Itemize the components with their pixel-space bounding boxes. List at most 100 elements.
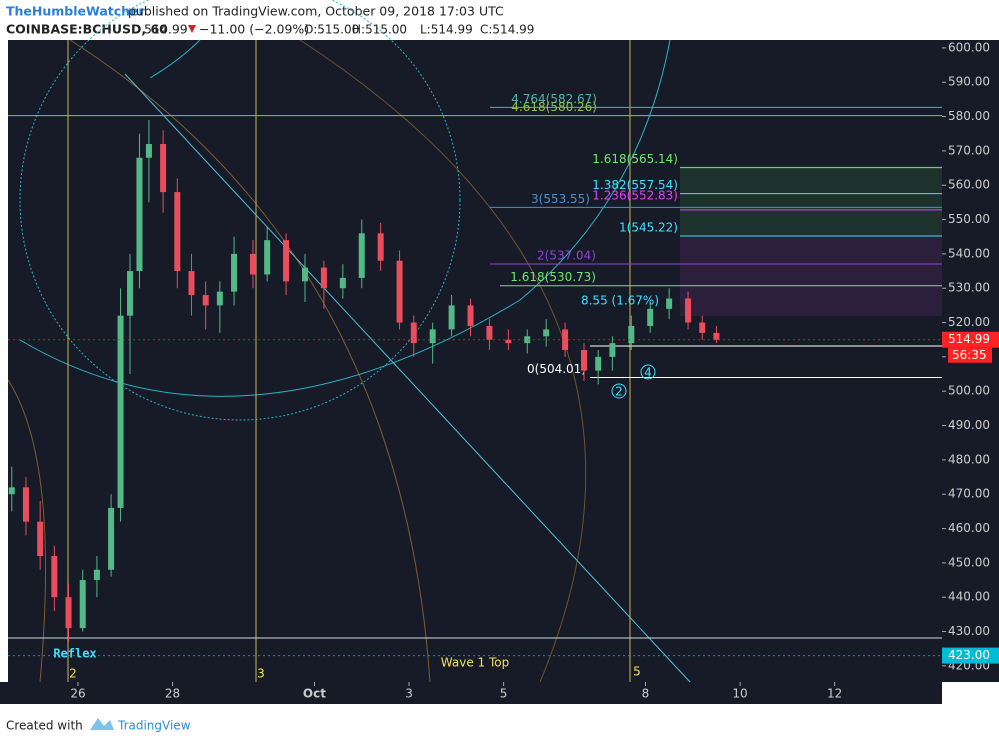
wave-circle	[640, 364, 656, 380]
annotation: 2	[69, 667, 77, 681]
candle-body	[37, 521, 44, 557]
xaxis-bg	[0, 682, 942, 704]
annotation: Reflex	[53, 647, 96, 661]
y-tick-label: 500.00	[948, 384, 990, 398]
ohlc-label: H:515.00	[352, 23, 407, 37]
price-tag-bg	[942, 331, 999, 348]
candle-body	[160, 144, 167, 193]
candle-body	[79, 580, 86, 629]
candle-body	[301, 267, 308, 282]
candle-body	[467, 305, 474, 326]
x-tick-label: 5	[500, 687, 508, 701]
countdown-bg	[948, 347, 992, 363]
candle-body	[699, 322, 706, 333]
y-tick-label: 540.00	[948, 246, 990, 260]
candle-body	[22, 487, 29, 522]
candle-body	[647, 308, 654, 326]
candle-body	[202, 295, 209, 306]
price-tag: 423.00	[948, 648, 990, 662]
candle-body	[188, 271, 195, 296]
countdown: 56:35	[952, 348, 987, 362]
level-label: 1.382(557.54)	[592, 178, 678, 192]
y-tick-label: 570.00	[948, 143, 990, 157]
level-label: 1.618(565.14)	[592, 152, 678, 166]
brand[interactable]: TradingView	[117, 719, 191, 733]
level-label: 4.618(580.26)	[511, 100, 597, 114]
level-label: 1.236(552.83)	[592, 188, 678, 202]
candle-body	[609, 343, 616, 357]
candle-body	[524, 336, 531, 344]
candle-body	[51, 556, 58, 598]
candle-body	[283, 240, 290, 282]
candle-body	[685, 298, 692, 323]
wave-label: 2	[615, 385, 623, 399]
wave-label: 4	[644, 366, 652, 380]
level-label: 4.764(582.67)	[511, 92, 597, 106]
x-tick-label: 28	[165, 687, 180, 701]
y-tick-label: 450.00	[948, 555, 990, 569]
title: published on TradingView.com, October 09…	[128, 4, 504, 19]
candle-body	[396, 260, 403, 323]
candle-body	[486, 325, 493, 340]
x-tick-label: 8	[642, 687, 650, 701]
candle-body	[713, 332, 720, 340]
footer: Created with	[6, 719, 83, 733]
candle-body	[8, 487, 15, 495]
ohlc-label: L:514.99	[420, 23, 473, 37]
candle-body	[377, 233, 384, 261]
x-tick-label: 10	[732, 687, 747, 701]
y-tick-label: 460.00	[948, 521, 990, 535]
level-label: 2(537.04)	[537, 249, 596, 263]
candle-body	[65, 597, 72, 629]
candle-body	[543, 329, 550, 337]
candle-body	[666, 298, 673, 309]
level-label: 3(553.55)	[531, 192, 590, 206]
candle-body	[136, 157, 143, 272]
annotation: Wave 1 Top	[441, 656, 509, 670]
candle-body	[339, 277, 346, 289]
candle-body	[595, 356, 602, 371]
last: 514.99	[144, 22, 188, 37]
level-label: 0(504.01)	[527, 362, 586, 376]
y-tick-label: 600.00	[948, 40, 990, 54]
change: −11.00 (−2.09%)	[199, 22, 309, 37]
x-tick-label: 12	[827, 687, 842, 701]
y-tick-label: 470.00	[948, 487, 990, 501]
annotation: 5	[633, 665, 641, 679]
candle-body	[231, 253, 238, 292]
annotation: 8.55 (1.67%)	[581, 294, 659, 308]
logo	[90, 718, 114, 730]
y-tick-label: 490.00	[948, 418, 990, 432]
x-tick-label: 3	[405, 687, 413, 701]
y-tick-label: 560.00	[948, 178, 990, 192]
y-tick-label: 550.00	[948, 212, 990, 226]
down-arrow	[188, 25, 196, 33]
wave-circle	[611, 383, 627, 399]
y-tick-label: 480.00	[948, 452, 990, 466]
y-tick-label: 520.00	[948, 315, 990, 329]
candle-body	[108, 507, 115, 570]
author[interactable]: TheHumbleWatcher	[6, 4, 146, 19]
candle-body	[358, 233, 365, 278]
level-label: 1.618(530.73)	[510, 270, 596, 284]
level-label: 1(545.22)	[619, 220, 678, 234]
candle-body	[581, 350, 588, 371]
x-tick-label: Oct	[303, 687, 326, 701]
candle-body	[562, 329, 569, 351]
symbol: COINBASE:BCHUSD, 60	[6, 22, 168, 37]
candle-body	[448, 305, 455, 330]
candle-body	[505, 339, 512, 344]
candle-body	[174, 192, 181, 272]
y-tick-label: 590.00	[948, 75, 990, 89]
candle-body	[628, 325, 635, 344]
y-tick-label: 530.00	[948, 281, 990, 295]
price-tag: 514.99	[948, 332, 990, 346]
candle-body	[320, 267, 327, 289]
candle-body	[410, 322, 417, 344]
candle-body	[117, 315, 124, 508]
candle-body	[216, 291, 223, 306]
candle-body	[93, 569, 100, 581]
ohlc-label: O:515.00	[304, 23, 359, 37]
drawings	[7, 0, 942, 683]
annotation: 3	[257, 667, 265, 681]
